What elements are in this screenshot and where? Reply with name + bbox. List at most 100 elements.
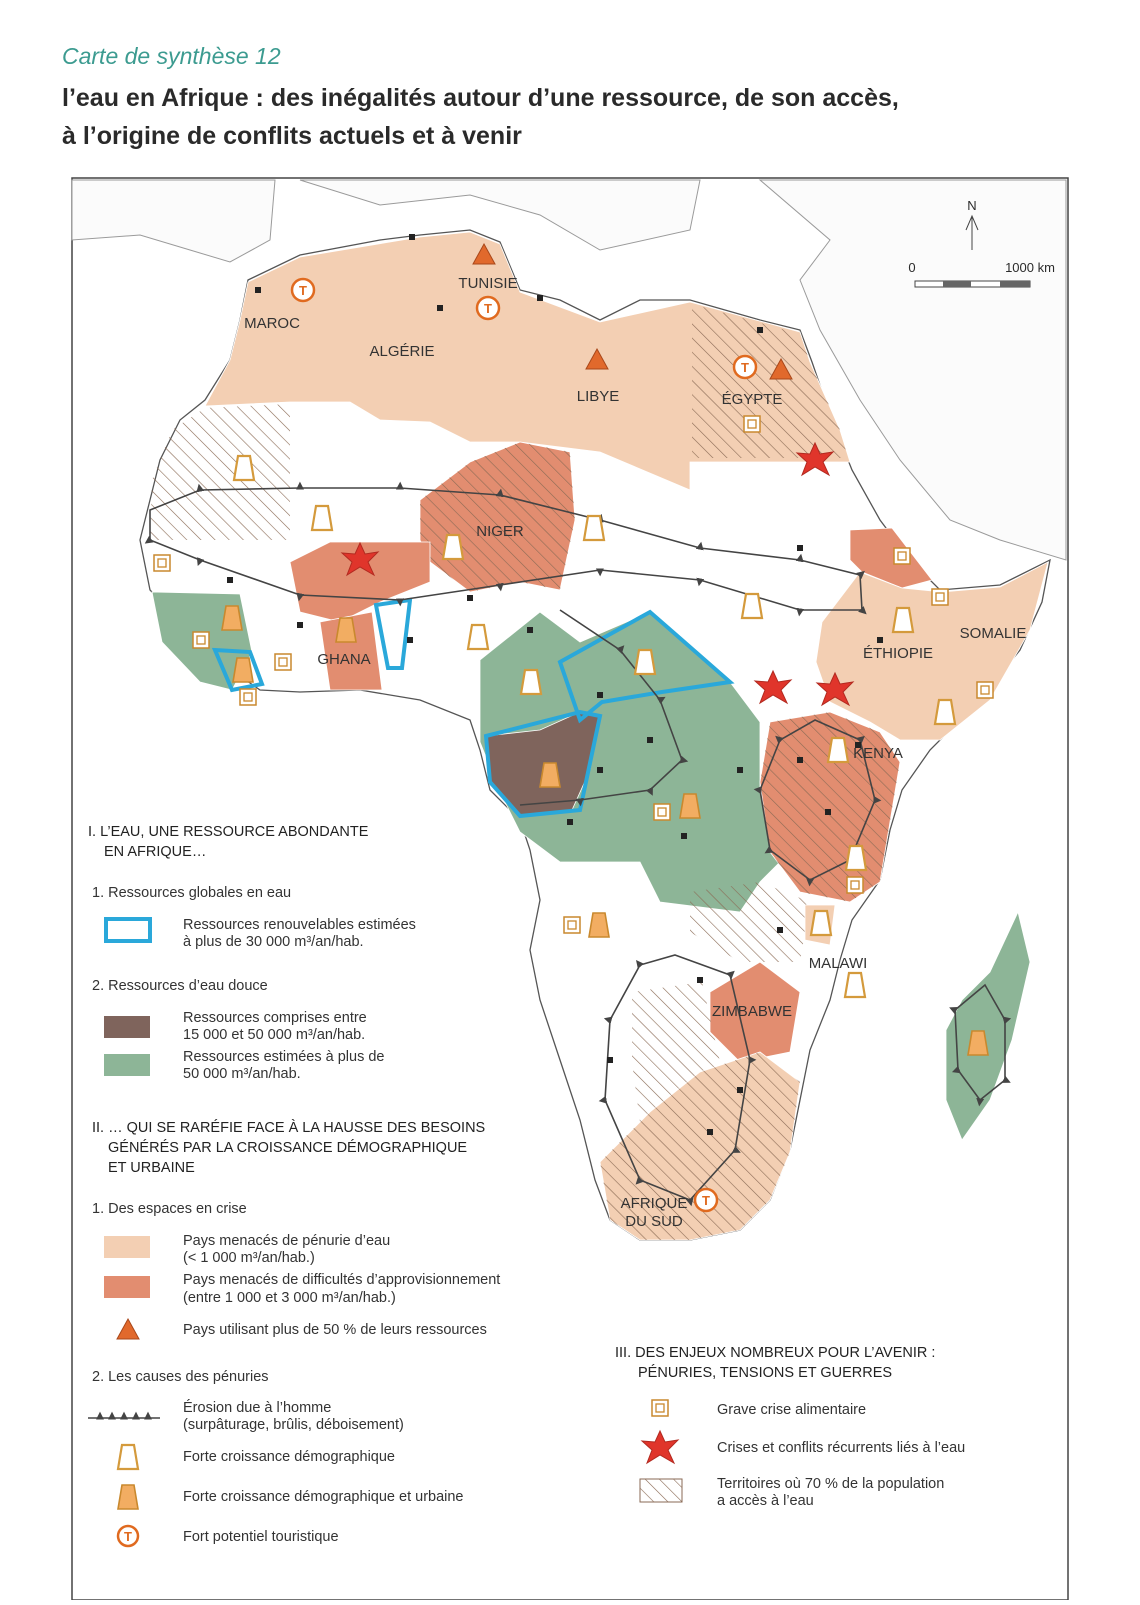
- country-label: TUNISIE: [458, 275, 517, 292]
- legend-label: (surpâturage, brûlis, déboisement): [183, 1417, 404, 1433]
- title: à l’origine de conflits actuels et à ven…: [62, 122, 522, 150]
- food-crisis-symbol: [274, 653, 292, 671]
- population-growth-symbol: [740, 592, 764, 620]
- legend-label: (< 1 000 m³/an/hab.): [183, 1250, 315, 1266]
- legend-symbol: [116, 1524, 140, 1548]
- population-growth-symbol: [519, 668, 543, 696]
- tourism-symbol-text: T: [702, 1193, 710, 1208]
- legend-heading: PÉNURIES, TENSIONS ET GUERRES: [638, 1364, 892, 1381]
- north-africa: [204, 231, 851, 491]
- scale-bar: [943, 281, 971, 287]
- legend-label: Fort potentiel touristique: [183, 1529, 339, 1545]
- legend-swatch: [104, 1276, 150, 1298]
- food-crisis-symbol: [653, 803, 671, 821]
- city-dot: [877, 637, 883, 643]
- legend-label: Pays utilisant plus de 50 % de leurs res…: [183, 1322, 487, 1338]
- city-dot: [855, 742, 861, 748]
- legend-symbol: [117, 1484, 139, 1510]
- country-label: SOMALIE: [960, 625, 1027, 642]
- tourism-symbol-text: T: [299, 283, 307, 298]
- urban-growth-symbol: [967, 1030, 989, 1056]
- erosion-line: [605, 954, 750, 1200]
- country-label: KENYA: [853, 745, 903, 762]
- legend-heading: I. L’EAU, UNE RESSOURCE ABONDANTE: [88, 824, 369, 840]
- city-dot: [297, 622, 303, 628]
- food-crisis-symbol: [153, 554, 171, 572]
- legend-swatch: [639, 1478, 683, 1503]
- population-growth-symbol: [582, 514, 606, 542]
- country-label: DU SUD: [625, 1213, 683, 1230]
- population-growth-symbol: [633, 648, 657, 676]
- city-dot: [681, 833, 687, 839]
- country-label: ZIMBABWE: [712, 1003, 792, 1020]
- population-growth-symbol: [826, 736, 850, 764]
- legend-label: 15 000 et 50 000 m³/an/hab.: [183, 1027, 365, 1043]
- legend-swatch: [104, 1016, 150, 1038]
- scale-label: 1000 km: [1005, 260, 1055, 275]
- population-growth-symbol: [891, 606, 915, 634]
- population-growth-symbol: [466, 623, 490, 651]
- population-growth-symbol: [441, 533, 465, 561]
- food-crisis-symbol: [563, 916, 581, 934]
- urban-growth-symbol: [232, 657, 254, 683]
- country-label: GHANA: [317, 651, 370, 668]
- food-crisis-symbol: [192, 631, 210, 649]
- city-dot: [227, 577, 233, 583]
- food-crisis-symbol: [976, 681, 994, 699]
- legend-swatch: [104, 917, 152, 943]
- city-dot: [737, 1087, 743, 1093]
- legend-heading: II. … QUI SE RARÉFIE FACE À LA HAUSSE DE…: [92, 1119, 485, 1136]
- legend-swatch: [104, 1054, 150, 1076]
- population-growth-symbol: [232, 454, 256, 482]
- city-dot: [647, 737, 653, 743]
- title: l’eau en Afrique : des inégalités autour…: [62, 84, 899, 112]
- legend-group: 1. Des espaces en crise: [92, 1201, 247, 1217]
- city-dot: [697, 977, 703, 983]
- urban-growth-symbol: [679, 793, 701, 819]
- legend-label: Forte croissance démographique et urbain…: [183, 1489, 464, 1505]
- middle-east: [758, 179, 1067, 561]
- erosion-line: [519, 609, 689, 807]
- legend-label: Ressources estimées à plus de: [183, 1049, 385, 1065]
- north-label: N: [967, 198, 976, 213]
- population-growth-symbol: [809, 909, 833, 937]
- scale-label: 0: [908, 260, 915, 275]
- urban-growth-symbol: [539, 762, 561, 788]
- europe: [299, 179, 701, 251]
- legend-label: Ressources renouvelables estimées: [183, 917, 416, 933]
- country-label: MALAWI: [809, 955, 868, 972]
- food-crisis-symbol: [893, 547, 911, 565]
- erosion-line: [150, 488, 862, 610]
- city-dot: [797, 757, 803, 763]
- population-growth-symbol: [933, 698, 957, 726]
- city-dot: [737, 767, 743, 773]
- legend-label: 50 000 m³/an/hab.: [183, 1066, 301, 1082]
- tourism-symbol-text: T: [484, 301, 492, 316]
- legend-swatch: [104, 1236, 150, 1258]
- city-dot: [527, 627, 533, 633]
- country-label: NIGER: [476, 523, 524, 540]
- legend-heading: III. DES ENJEUX NOMBREUX POUR L’AVENIR :: [615, 1345, 935, 1361]
- tourism-symbol: [290, 277, 316, 303]
- country-label: AFRIQUE: [621, 1195, 688, 1212]
- city-dot: [537, 295, 543, 301]
- city-dot: [597, 767, 603, 773]
- urban-growth-symbol: [588, 912, 610, 938]
- legend-symbol-text: T: [124, 1529, 132, 1544]
- north-arrow: [965, 214, 979, 250]
- food-crisis-symbol: [239, 688, 257, 706]
- legend-label: Érosion due à l’homme: [183, 1399, 331, 1416]
- country-label: MAROC: [244, 315, 300, 332]
- erosion-line: [760, 719, 875, 880]
- legend-label: Pays menacés de pénurie d’eau: [183, 1233, 390, 1249]
- population-growth-symbol: [310, 504, 334, 532]
- tourism-symbol-text: T: [741, 360, 749, 375]
- legend-group: 1. Ressources globales en eau: [92, 885, 291, 901]
- food-crisis-symbol: [846, 876, 864, 894]
- city-dot: [707, 1129, 713, 1135]
- europe: [71, 179, 276, 263]
- renewable-outline: [211, 647, 265, 693]
- city-dot: [567, 819, 573, 825]
- map: MAROC ALGÉRIE TUNISIE LIBYE ÉGYPTE NIGER…: [71, 177, 1069, 1601]
- legend-label: Forte croissance démographique: [183, 1449, 395, 1465]
